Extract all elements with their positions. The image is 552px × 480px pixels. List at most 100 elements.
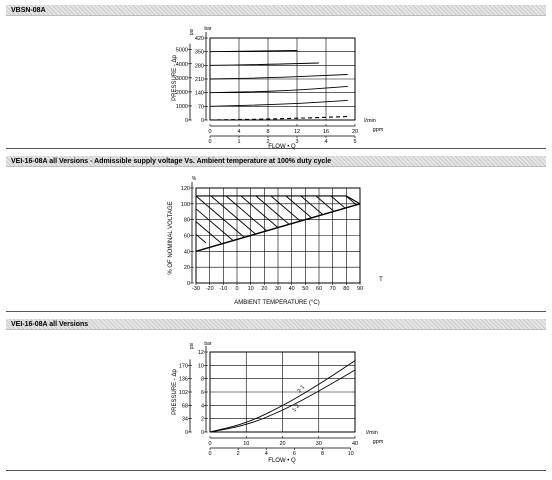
chart3-y-psi-tick-label: 68 bbox=[182, 403, 188, 409]
chart2-y-tick-label: 60 bbox=[184, 234, 190, 240]
section-title: VEI-16-08A all Versions - Admissible sup… bbox=[11, 158, 332, 165]
chart2-x-tick-label: 10 bbox=[248, 286, 254, 292]
chart3-y-bar-tick-label: 10 bbox=[198, 363, 204, 369]
chart3-y-psi-tick-label: 34 bbox=[182, 417, 188, 423]
chart2-x-tick-label: 50 bbox=[302, 286, 308, 292]
chart1-y-bar-tick-label: 420 bbox=[195, 36, 204, 42]
chart1-series-0 bbox=[209, 50, 298, 53]
chart2-x-tick-label: -20 bbox=[206, 286, 214, 292]
chart3-y-bar-tick-label: 6 bbox=[201, 390, 204, 396]
chart2-boundary-line bbox=[195, 203, 361, 253]
chart2-hatch-line bbox=[106, 196, 161, 243]
chart1-y-psi-tick-label: 3000 bbox=[176, 76, 188, 82]
chart2-hatch-line bbox=[391, 196, 446, 243]
chart1-y-bar-tick-label: 280 bbox=[195, 63, 204, 69]
chart2-y-tick-label: 0 bbox=[187, 281, 190, 287]
chart3-x-gpm-tick-label: 8 bbox=[321, 451, 324, 457]
chart3-unit-lmin: l/min bbox=[366, 430, 378, 436]
chart1-y-psi-tick-label: 2000 bbox=[176, 90, 188, 96]
section-header-voltage: VEI-16-08A all Versions - Admissible sup… bbox=[6, 156, 546, 167]
chart2-y-tick-label: 120 bbox=[181, 186, 190, 192]
chart2-hatch-line bbox=[345, 195, 360, 244]
chart3-y-psi-tick-label: 170 bbox=[179, 363, 188, 369]
chart2-x-tick-label: 30 bbox=[275, 286, 281, 292]
chart2-x-tick-label: 0 bbox=[235, 286, 238, 292]
chart1-x-label: FLOW • Q bbox=[268, 144, 296, 150]
chart3-y-bar-tick-label: 12 bbox=[198, 350, 204, 356]
chart3-x-gpm-tick-label: 2 bbox=[237, 451, 240, 457]
divider bbox=[6, 148, 546, 149]
chart1-series-1 bbox=[209, 62, 319, 66]
chart2-x-tick-label: 90 bbox=[357, 286, 363, 292]
chart2-x-tick-label: -30 bbox=[192, 286, 200, 292]
chart1-y-psi-tick-label: 0 bbox=[185, 118, 188, 124]
chart1-x-gpm-tick-label: 2 bbox=[266, 139, 269, 145]
chart1-x-gpm-tick-label: 0 bbox=[208, 139, 211, 145]
chart1-x-gpm-tick-label: 3 bbox=[295, 139, 298, 145]
chart1-x-lmin-tick-label: 0 bbox=[208, 129, 211, 135]
chart2-unit-y: % bbox=[192, 176, 197, 182]
chart2-y-tick-label: 80 bbox=[184, 218, 190, 224]
chart2-x-tick-label: 80 bbox=[343, 286, 349, 292]
chart2-y-label: % OF NOMINAL VOLTAGE bbox=[168, 201, 174, 274]
chart1-unit-gpm: gpm bbox=[373, 127, 384, 133]
chart2-hatch-line bbox=[196, 195, 222, 244]
chart2-x-tick-label: 40 bbox=[289, 286, 295, 292]
chart3-unit-bar: bar bbox=[204, 341, 212, 347]
chart3-y-psi-tick-label: 102 bbox=[179, 390, 188, 396]
chart1-series-5 bbox=[209, 115, 348, 121]
chart1-unit-psi: psi bbox=[189, 29, 195, 35]
chart1-y-label: PRESSURE - Δp bbox=[172, 54, 178, 100]
chart3-x-lmin-tick-label: 10 bbox=[243, 441, 249, 447]
chart3-unit-gpm: gpm bbox=[373, 439, 384, 445]
chart1-y-bar-tick-label: 210 bbox=[195, 77, 204, 83]
chart3-x-lmin-tick-label: 40 bbox=[352, 441, 358, 447]
chart1-x-gpm-tick-label: 5 bbox=[353, 139, 356, 145]
chart2-unit-x: T bbox=[379, 277, 383, 283]
chart1-y-psi-tick-label: 1000 bbox=[176, 104, 188, 110]
chart3-x-gpm-tick-label: 4 bbox=[265, 451, 268, 457]
chart1-x-lmin-tick-label: 4 bbox=[237, 129, 240, 135]
chart2-y-tick-label: 100 bbox=[181, 202, 190, 208]
chart2-hatch-line bbox=[196, 195, 207, 244]
chart1-y-bar-tick-label: 350 bbox=[195, 50, 204, 56]
chart2-hatch-line bbox=[376, 196, 431, 243]
chart1-series-4 bbox=[209, 100, 348, 107]
chart1-y-bar-tick-label: 140 bbox=[195, 91, 204, 97]
chart2-hatch-line bbox=[196, 195, 237, 244]
chart2-y-tick-label: 20 bbox=[184, 265, 190, 271]
chart3-y-psi-tick-label: 136 bbox=[179, 377, 188, 383]
chart1-unit-lmin: l/min bbox=[364, 118, 376, 124]
chart3-x-gpm-tick-label: 10 bbox=[348, 451, 354, 457]
chart1-x-gpm-tick-label: 1 bbox=[237, 139, 240, 145]
chart1-x-lmin-tick-label: 20 bbox=[352, 129, 358, 135]
chart1-series-3 bbox=[209, 85, 348, 94]
chart1-x-gpm-tick-label: 4 bbox=[324, 139, 327, 145]
section-header-vei: VEI-16-08A all Versions bbox=[6, 319, 546, 330]
chart3-x-gpm-tick-label: 0 bbox=[208, 451, 211, 457]
chart1-series-2 bbox=[209, 74, 348, 80]
chart1-x-lmin-tick-label: 16 bbox=[323, 129, 329, 135]
chart2-hatch-line bbox=[196, 195, 252, 244]
divider bbox=[6, 470, 546, 471]
chart1-y-bar-tick-label: 0 bbox=[201, 118, 204, 124]
chart3-x-label: FLOW • Q bbox=[268, 458, 296, 464]
chart1-unit-bar: bar bbox=[204, 26, 212, 32]
chart2-x-tick-label: 20 bbox=[261, 286, 267, 292]
chart3-x-lmin-tick-label: 0 bbox=[208, 441, 211, 447]
chart1-y-psi-tick-label: 4000 bbox=[176, 62, 188, 68]
chart1-y-bar-tick-label: 70 bbox=[198, 104, 204, 110]
chart2-hatch-line bbox=[361, 196, 416, 243]
chart2-x-tick-label: -10 bbox=[219, 286, 227, 292]
chart3-series-0 bbox=[209, 360, 356, 433]
chart3-y-psi-tick-label: 0 bbox=[185, 430, 188, 436]
chart3-series-label: 1-2 bbox=[291, 403, 301, 413]
chart3-series-label: 2-1 bbox=[296, 384, 306, 394]
section-header-vbsn: VBSN-08A bbox=[6, 5, 546, 16]
chart2-x-tick-label: 70 bbox=[330, 286, 336, 292]
chart2-upper-boundary bbox=[196, 195, 361, 205]
chart2-x-tick-label: 60 bbox=[316, 286, 322, 292]
chart3-x-lmin-tick-label: 20 bbox=[279, 441, 285, 447]
chart1-x-lmin-tick-label: 8 bbox=[266, 129, 269, 135]
